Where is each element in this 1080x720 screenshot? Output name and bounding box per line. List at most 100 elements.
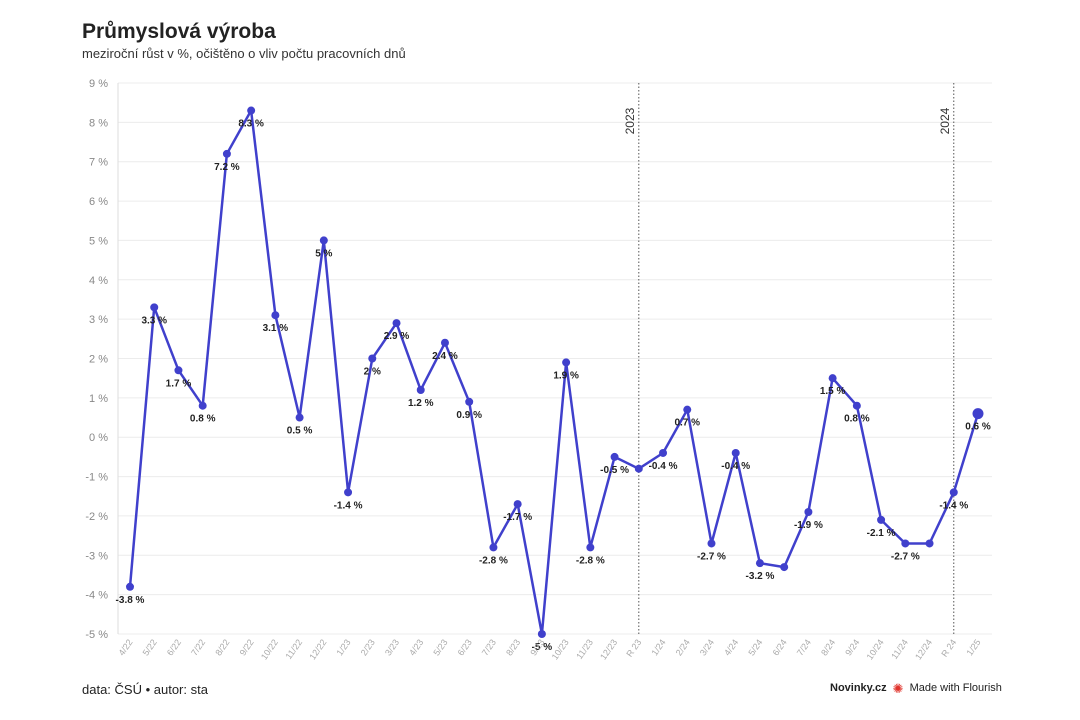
made-with-flourish-link[interactable]: Made with Flourish [909,682,1002,694]
y-tick-label: -5 % [85,629,108,641]
x-tick-label: 7/23 [480,637,498,657]
y-tick-label: 9 % [89,78,108,90]
x-tick-label: 10/23 [550,637,571,661]
x-tick-label: 6/23 [456,637,474,657]
y-tick-label: 6 % [89,196,108,208]
x-tick-label: 3/24 [698,637,716,657]
x-tick-label: 5/22 [141,637,159,657]
x-tick-label: 7/24 [795,637,813,657]
y-tick-label: 3 % [89,314,108,326]
y-tick-label: -4 % [85,590,108,602]
chart-subtitle: meziroční růst v %, očištěno o vliv počt… [82,46,406,61]
data-point [126,582,134,591]
source-credit: data: ČSÚ • autor: sta [82,682,208,697]
x-tick-label: 6/24 [771,637,789,657]
data-label: -2.7 % [697,551,726,562]
y-tick-label: 0 % [89,432,108,444]
x-tick-label: 1/23 [334,637,352,657]
x-tick-label: 1/24 [649,637,667,657]
data-label: -0.5 % [600,465,629,476]
brand-label[interactable]: Novinky.cz [830,682,887,694]
data-label: -1.4 % [939,500,968,511]
data-label: 2 % [364,367,381,378]
x-tick-label: 9/24 [843,637,861,657]
data-point [877,515,886,524]
data-point [222,149,231,158]
data-point [513,500,522,509]
data-point [949,488,958,497]
data-point [271,311,280,320]
data-point [489,543,498,552]
data-point [755,559,764,568]
x-tick-label: 4/23 [407,637,425,657]
data-point [610,452,619,461]
data-point [440,338,449,347]
series-line [128,109,980,636]
data-label: 3.3 % [141,315,167,326]
data-label: -3.8 % [116,595,145,606]
y-tick-label: -2 % [85,511,108,523]
data-point [634,464,643,473]
y-tick-label: 5 % [89,235,108,247]
data-point [731,448,740,457]
data-point [392,319,401,328]
x-tick-label: 7/22 [189,637,207,657]
data-label: -3.2 % [745,571,774,582]
data-label: 2.4 % [432,351,458,362]
data-point [972,408,984,420]
data-label: 8.3 % [238,119,264,130]
x-tick-label: 1/25 [964,637,982,657]
data-label: 0.9 % [456,410,482,421]
data-point [901,539,910,548]
x-tick-label: 2/23 [359,637,377,657]
data-point [150,303,159,312]
y-tick-label: 8 % [89,117,108,129]
data-label: 3.1 % [263,323,289,334]
data-point [683,405,692,414]
x-tick-label: 5/23 [431,637,449,657]
data-label: 2.9 % [384,331,410,342]
x-tick-label: 10/24 [865,637,886,661]
data-point [198,401,207,410]
data-point [465,397,474,406]
x-tick-label: 12/24 [913,637,934,661]
x-tick-label: 12/23 [598,637,619,661]
flourish-icon: ✺ [892,680,904,696]
data-label: -2.8 % [576,555,605,566]
data-point [295,413,304,422]
data-label: -2.7 % [891,551,920,562]
data-label: -1.9 % [794,520,823,531]
chart-title: Průmyslová výroba [82,20,276,43]
data-point [925,539,934,548]
data-label: 0.6 % [965,422,991,433]
data-point [537,630,546,638]
data-label: -2.1 % [867,528,896,539]
data-point [416,385,425,394]
data-label: 5 % [315,248,332,259]
data-label: -0.4 % [649,461,678,472]
data-label: -5 % [532,642,553,653]
data-point [780,563,789,572]
data-label: 1.9 % [553,370,579,381]
data-point [804,507,813,516]
x-tick-label: 6/22 [165,637,183,657]
data-label: 1.2 % [408,398,434,409]
y-tick-label: 7 % [89,157,108,169]
data-point [174,366,183,375]
data-label: 7.2 % [214,162,240,173]
y-tick-label: -3 % [85,550,108,562]
year-marker-label: 2024 [938,107,952,134]
x-tick-label: 4/24 [722,637,740,657]
data-label: 1.5 % [820,386,846,397]
x-tick-label: 8/22 [213,637,231,657]
x-tick-label: 9/22 [238,637,256,657]
data-point [319,236,328,245]
x-tick-label: 11/24 [889,637,910,661]
data-point [344,488,353,497]
data-point [828,374,837,383]
x-tick-label: 11/23 [574,637,595,661]
data-point [368,354,377,363]
year-marker-label: 2023 [623,107,637,134]
y-tick-label: 1 % [89,393,108,405]
data-label: -1.7 % [503,512,532,523]
